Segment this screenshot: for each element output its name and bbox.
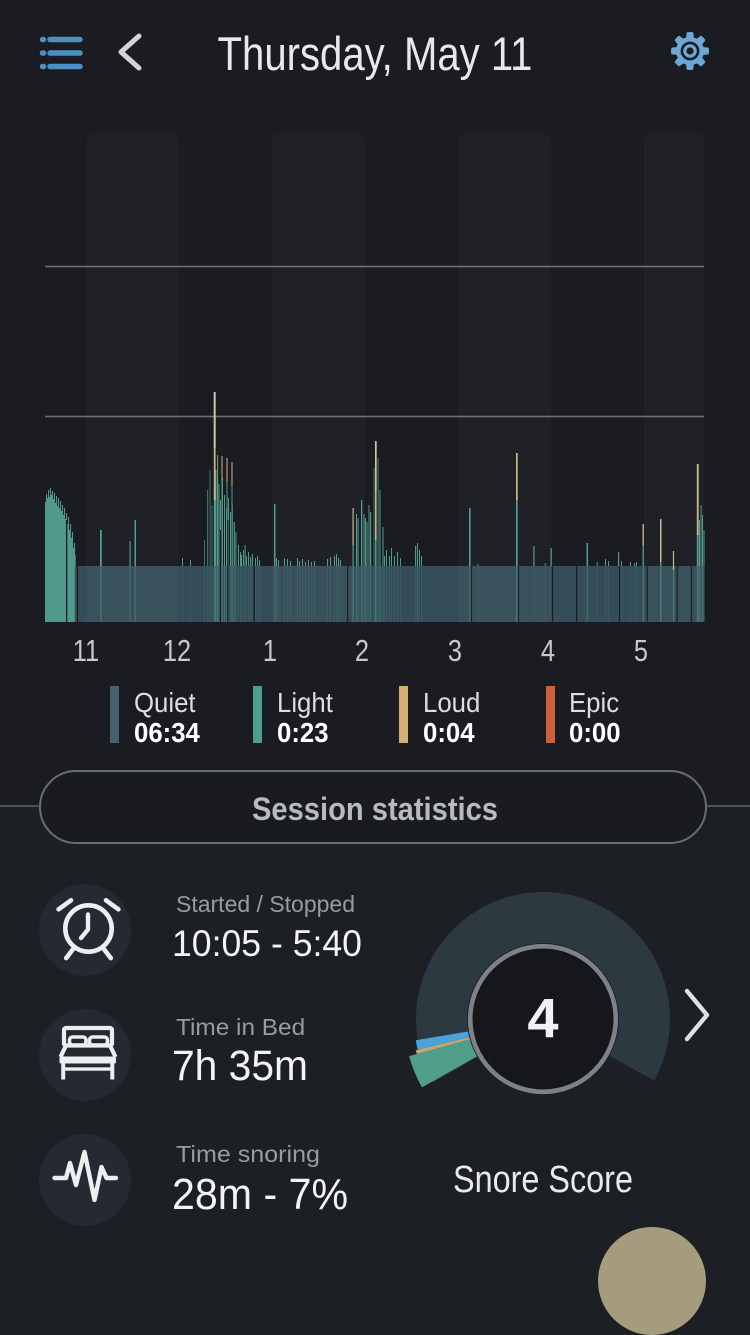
svg-text:4: 4	[527, 987, 558, 1050]
